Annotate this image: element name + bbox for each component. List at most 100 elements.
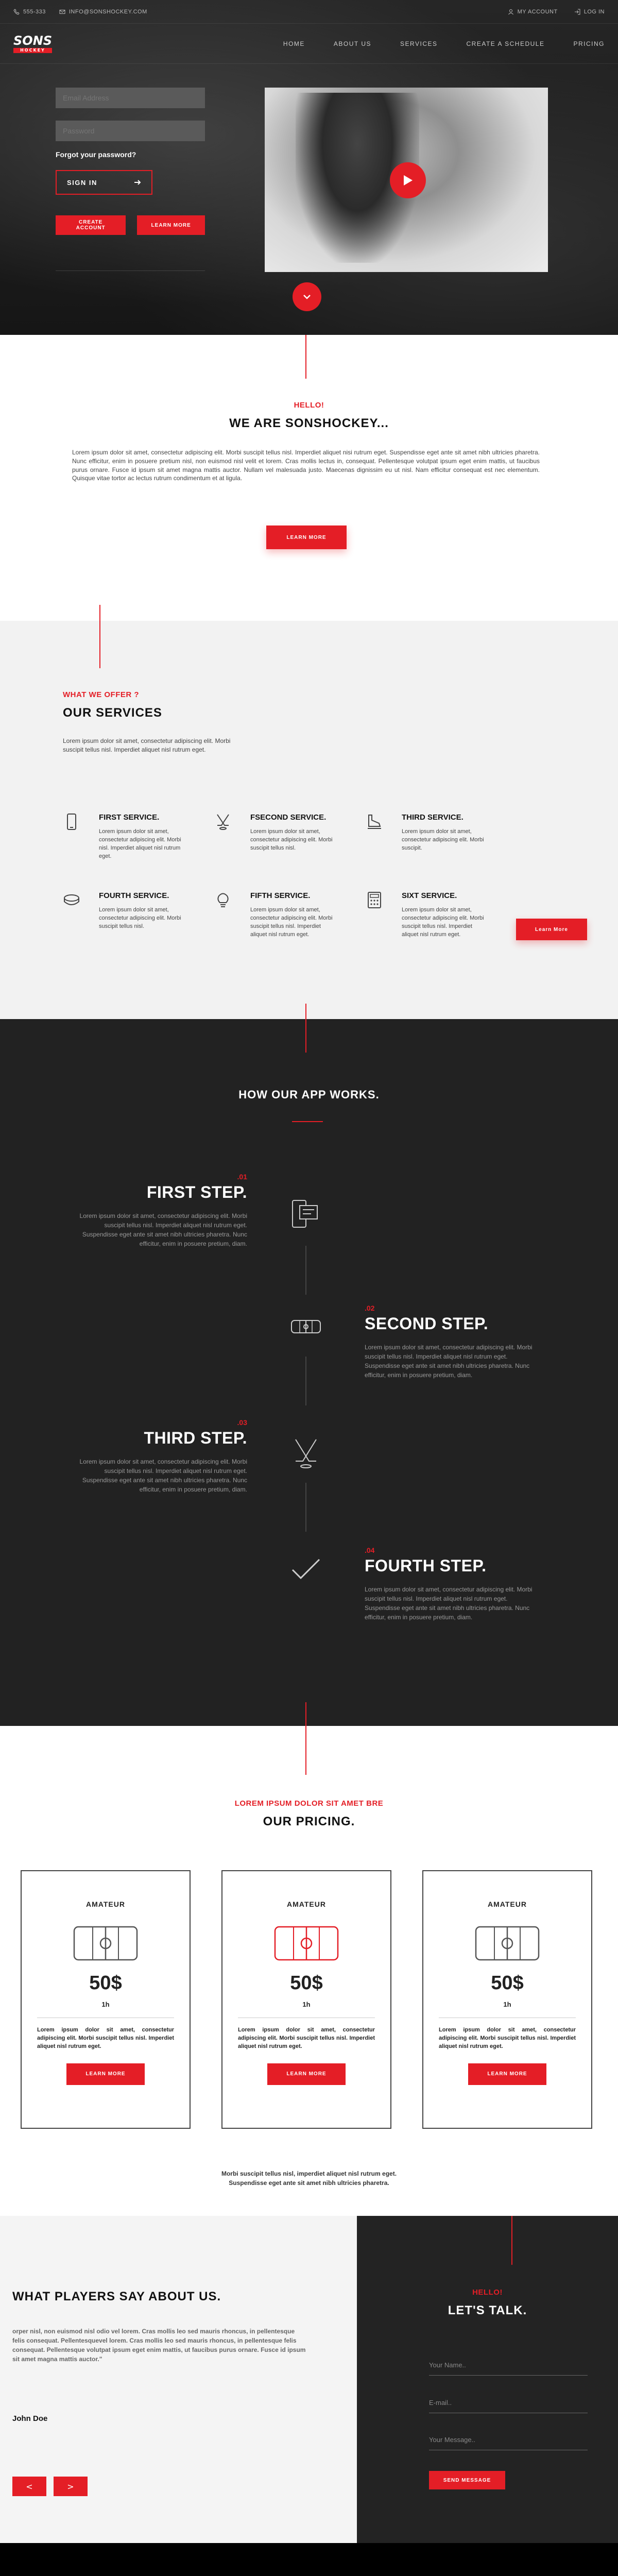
- step-title: THIRD STEP.: [144, 1429, 247, 1447]
- skate-icon: [368, 815, 381, 829]
- about-learn-more-button[interactable]: LEARN MORE: [266, 526, 347, 549]
- nav-home[interactable]: HOME: [283, 40, 305, 47]
- service-content: SIXT SERVICE. Lorem ipsum dolor sit amet,…: [402, 891, 484, 939]
- play-button[interactable]: [390, 162, 426, 198]
- plan-text: Lorem ipsum dolor sit amet, consectetur …: [439, 2027, 576, 2049]
- plan-period: 1h: [302, 2001, 311, 2008]
- how-title: HOW OUR APP WORKS.: [238, 1088, 380, 1101]
- nav-about-us[interactable]: ABOUT US: [333, 40, 372, 47]
- site-logo[interactable]: SONS HOCKEY: [13, 35, 53, 53]
- my-account-link[interactable]: MY ACCOUNT: [508, 9, 558, 15]
- plan-text: Lorem ipsum dolor sit amet, consectetur …: [37, 2027, 174, 2049]
- play-icon: [404, 175, 413, 185]
- pricing-footnote-line-2: Suspendisse eget ante sit amet nibh ultr…: [229, 2179, 389, 2187]
- rink-icon: [475, 1926, 540, 1961]
- services-section: WHAT WE OFFER ? OUR SERVICES Lorem ipsum…: [0, 621, 618, 1019]
- service-content: FIFTH SERVICE. Lorem ipsum dolor sit amet…: [250, 891, 333, 939]
- plan-price: 50$: [290, 1972, 323, 1994]
- step-title: SECOND STEP.: [365, 1314, 489, 1333]
- services-intro: Lorem ipsum dolor sit amet, consectetur …: [63, 737, 231, 754]
- service-item-4: FOURTH SERVICE. Lorem ipsum dolor sit ame…: [63, 891, 181, 931]
- pricing-section: LOREM IPSUM DOLOR SIT AMET BRE OUR PRICI…: [0, 1726, 618, 2216]
- step-text: Lorem ipsum dolor sit amet, consectetur …: [365, 1586, 533, 1621]
- pricing-card-1: AMATEUR 50$ 1h Lorem ipsum dolor sit ame…: [21, 1870, 191, 2129]
- lightbulb-icon: [217, 893, 229, 907]
- about-section: HELLO! WE ARE SONSHOCKEY... Lorem ipsum …: [0, 335, 618, 621]
- nav-services[interactable]: SERVICES: [400, 40, 438, 47]
- pricing-footnote: Morbi suscipit tellus nisl, imperdiet al…: [0, 2169, 618, 2188]
- forgot-password-link[interactable]: Forgot your password?: [56, 150, 136, 159]
- nav-pricing[interactable]: PRICING: [573, 40, 605, 47]
- service-title: FSECOND SERVICE.: [250, 813, 327, 822]
- services-learn-more-button[interactable]: Learn More: [516, 919, 587, 940]
- log-in-label: LOG IN: [583, 8, 605, 15]
- about-title: WE ARE SONSHOCKEY...: [229, 416, 389, 430]
- scroll-down-button[interactable]: [293, 282, 321, 311]
- rink-icon: [291, 1320, 321, 1333]
- message-field[interactable]: Your Message..: [429, 2436, 588, 2450]
- service-content: THIRD SERVICE. Lorem ipsum dolor sit amet…: [402, 813, 484, 853]
- service-title: THIRD SERVICE.: [402, 813, 464, 822]
- services-eyebrow: WHAT WE OFFER ?: [63, 690, 140, 699]
- service-item-1: FIRST SERVICE. Lorem ipsum dolor sit amet…: [63, 813, 181, 861]
- plan-period: 1h: [101, 2001, 110, 2008]
- pricing-footnote-line-1: Morbi suscipit tellus nisl, imperdiet al…: [221, 2170, 397, 2177]
- sign-in-label: SIGN IN: [67, 178, 97, 187]
- email-field[interactable]: [56, 88, 205, 108]
- hockey-sticks-icon: [217, 814, 229, 830]
- how-underline: [292, 1121, 323, 1122]
- service-item-3: THIRD SERVICE. Lorem ipsum dolor sit amet…: [366, 813, 484, 853]
- service-text: Lorem ipsum dolor sit amet, consectetur …: [99, 828, 181, 859]
- service-item-6: SIXT SERVICE. Lorem ipsum dolor sit amet,…: [366, 891, 484, 939]
- email-field[interactable]: E-mail..: [429, 2399, 588, 2413]
- step-1: .01 FIRST STEP. Lorem ipsum dolor sit am…: [72, 1173, 247, 1248]
- service-item-2: FSECOND SERVICE. Lorem ipsum dolor sit am…: [214, 813, 333, 853]
- video-player[interactable]: [265, 88, 548, 272]
- testimonials-contact-section: WHAT PLAYERS SAY ABOUT US. orper nisl, n…: [0, 2216, 618, 2543]
- services-accent-line: [99, 621, 100, 668]
- service-content: FIRST SERVICE. Lorem ipsum dolor sit amet…: [99, 813, 181, 861]
- hockey-sticks-icon: [295, 1439, 317, 1468]
- calculator-icon: [368, 892, 381, 908]
- phone-contact[interactable]: 555-333: [13, 9, 46, 15]
- service-title: FIRST SERVICE.: [99, 813, 160, 822]
- testimonials-title: WHAT PLAYERS SAY ABOUT US.: [12, 2290, 221, 2303]
- pricing-title: OUR PRICING.: [263, 1815, 355, 1828]
- step-3: .03 THIRD STEP. Lorem ipsum dolor sit am…: [72, 1418, 247, 1494]
- testimonial-next-button[interactable]: >: [54, 2477, 88, 2496]
- main-navbar: SONS HOCKEY HOME ABOUT US SERVICES CREAT…: [0, 24, 618, 64]
- create-account-button[interactable]: CREATE ACCOUNT: [56, 215, 126, 235]
- about-bottom-line: [99, 605, 100, 621]
- pricing-accent-line: [305, 1726, 306, 1775]
- login-icon: [574, 9, 580, 14]
- chevron-down-icon: [303, 295, 311, 299]
- service-text: Lorem ipsum dolor sit amet, consectetur …: [99, 907, 181, 929]
- plan-learn-more-button[interactable]: LEARN MORE: [267, 2063, 346, 2085]
- plan-price: 50$: [491, 1972, 524, 1994]
- step-number: .04: [365, 1546, 375, 1554]
- email-contact[interactable]: INFO@SONSHOCKEY.COM: [59, 9, 147, 15]
- testimonial-prev-button[interactable]: <: [12, 2477, 46, 2496]
- log-in-link[interactable]: LOG IN: [574, 9, 605, 15]
- password-field[interactable]: [56, 121, 205, 141]
- plan-learn-more-button[interactable]: LEARN MORE: [468, 2063, 546, 2085]
- about-body: Lorem ipsum dolor sit amet, consectetur …: [72, 449, 540, 482]
- main-nav: HOME ABOUT US SERVICES CREATE A SCHEDULE…: [283, 40, 605, 47]
- hero-learn-more-button[interactable]: LEARN MORE: [137, 215, 205, 235]
- how-it-works-section: HOW OUR APP WORKS. .01 FIRST STEP. Lorem…: [0, 1004, 618, 1726]
- phone-number: 555-333: [23, 8, 46, 15]
- timeline-line-1: [305, 1246, 306, 1295]
- name-field[interactable]: Your Name..: [429, 2361, 588, 2376]
- rink-icon: [274, 1926, 339, 1961]
- nav-create-schedule[interactable]: CREATE A SCHEDULE: [466, 40, 545, 47]
- sign-in-button[interactable]: SIGN IN: [56, 170, 152, 195]
- checkmark-icon: [291, 1558, 320, 1580]
- about-accent-line: [305, 335, 306, 379]
- contact-eyebrow: HELLO!: [472, 2288, 503, 2297]
- service-title: SIXT SERVICE.: [402, 891, 457, 900]
- timeline-line-2: [305, 1357, 306, 1405]
- service-content: FOURTH SERVICE. Lorem ipsum dolor sit ame…: [99, 891, 181, 931]
- send-message-button[interactable]: SEND MESSAGE: [429, 2471, 505, 2489]
- arrow-right-icon: [134, 180, 141, 185]
- plan-learn-more-button[interactable]: LEARN MORE: [66, 2063, 145, 2085]
